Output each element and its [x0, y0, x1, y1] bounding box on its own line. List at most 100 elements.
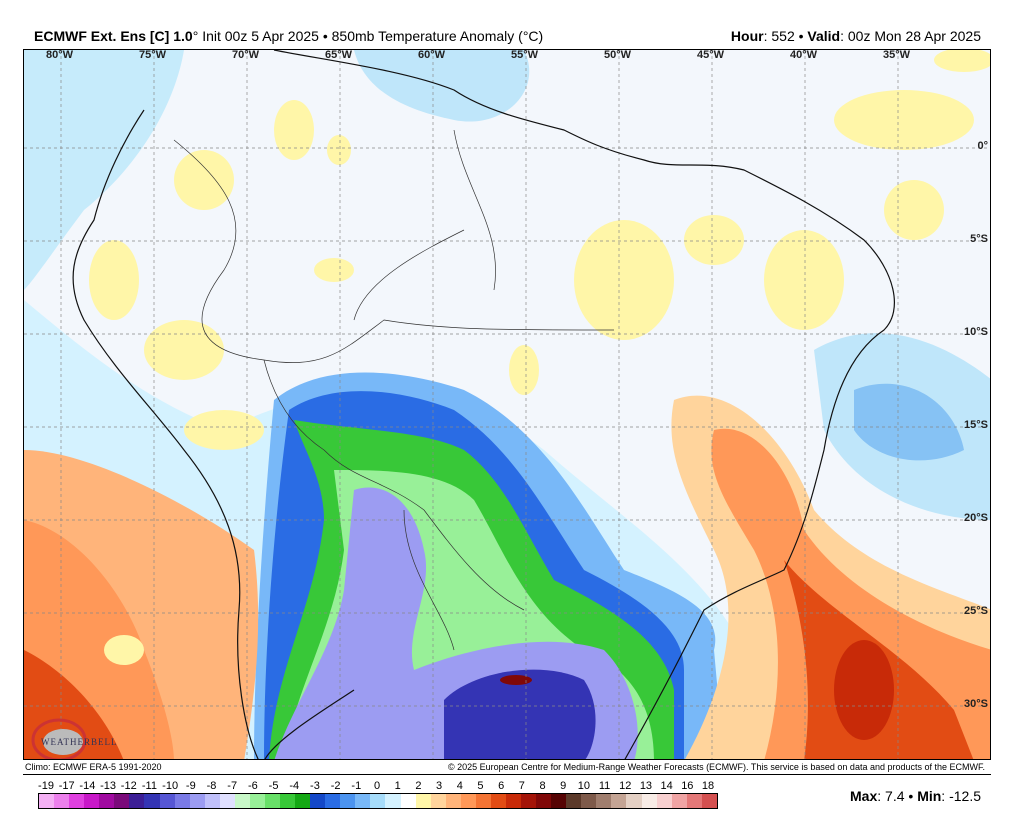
separator: • — [798, 28, 804, 44]
colorbar-label: -7 — [227, 780, 238, 792]
colorbar-swatch — [400, 794, 416, 808]
colorbar-swatch — [701, 794, 717, 808]
svg-text:WEATHERBELL: WEATHERBELL — [41, 737, 118, 747]
colorbar-swatch — [671, 794, 687, 808]
lat-label: 30°S — [964, 698, 988, 710]
colorbar-label: -4 — [289, 780, 300, 792]
colorbar-label: -11 — [141, 780, 157, 792]
colorbar-label: -14 — [79, 780, 96, 792]
colorbar-swatch — [475, 794, 491, 808]
colorbar-label: 14 — [660, 780, 673, 792]
colorbar-swatch — [596, 794, 612, 808]
colorbar-swatch — [445, 794, 461, 808]
valid-label: Valid — [807, 28, 841, 44]
colorbar-swatch — [490, 794, 506, 808]
colorbar-swatch — [460, 794, 476, 808]
colorbar-label: 7 — [518, 780, 525, 792]
colorbar-swatch — [159, 794, 175, 808]
colorbar-swatch — [295, 794, 311, 808]
colorbar-label: 9 — [560, 780, 567, 792]
colorbar-swatch — [521, 794, 537, 808]
colorbar-swatch — [249, 794, 265, 808]
lat-label: 25°S — [964, 605, 988, 617]
separator: • — [322, 28, 328, 44]
valid-time: Hour: 552 • Valid: 00z Mon 28 Apr 2025 — [730, 28, 981, 44]
colorbar-label: 13 — [639, 780, 653, 792]
lat-label: 10°S — [964, 326, 988, 338]
lon-label: 40°W — [790, 49, 818, 61]
lon-label: 60°W — [418, 49, 446, 61]
colorbar-swatch — [536, 794, 552, 808]
colorbar-swatch — [144, 794, 160, 808]
colorbar-swatch — [581, 794, 597, 808]
colorbar-swatch — [174, 794, 190, 808]
anomaly-blue-east — [854, 383, 964, 461]
max-value: 7.4 — [885, 788, 905, 804]
valid-value: 00z Mon 28 Apr 2025 — [847, 28, 981, 44]
colorbar-label: -5 — [268, 780, 279, 792]
map-canvas — [24, 50, 990, 759]
colorbar-swatch — [656, 794, 672, 808]
colorbar-label: -10 — [162, 780, 179, 792]
colorbar-label: -13 — [100, 780, 117, 792]
anomaly-red-east-core — [834, 640, 894, 740]
min-value: -12.5 — [949, 788, 981, 804]
colorbar-label: 0 — [373, 780, 381, 792]
colorbar-swatch — [129, 794, 145, 808]
lat-label: 20°S — [964, 512, 988, 524]
anomaly-core — [500, 675, 532, 685]
logo-swirl-icon: WEATHERBELL — [31, 718, 118, 759]
anomaly-map: WEATHERBELL — [23, 49, 991, 760]
colorbar-label: 4 — [456, 780, 463, 792]
colorbar — [38, 793, 718, 809]
colorbar-label: 1 — [394, 780, 401, 792]
colorbar-label: -9 — [185, 780, 196, 792]
colorbar-swatch — [264, 794, 280, 808]
colorbar-label: -12 — [120, 780, 137, 792]
colorbar-swatch — [280, 794, 296, 808]
copyright-text: © 2025 European Centre for Medium-Range … — [447, 762, 985, 772]
lon-label: 50°W — [604, 49, 632, 61]
colorbar-label: 8 — [539, 780, 546, 792]
lat-label: 0° — [977, 140, 988, 152]
init-time: Init 00z 5 Apr 2025 — [202, 28, 319, 44]
colorbar-swatch — [219, 794, 235, 808]
hour-label: Hour — [730, 28, 764, 44]
field-name: 850mb Temperature Anomaly (°C) — [331, 28, 544, 44]
colorbar-swatch — [99, 794, 115, 808]
colorbar-swatch — [686, 794, 702, 808]
colorbar-swatch — [54, 794, 70, 808]
colorbar-swatch — [415, 794, 431, 808]
lon-label: 65°W — [325, 49, 353, 61]
colorbar-swatch — [189, 794, 205, 808]
model-name: ECMWF Ext. Ens [C] 1.0 — [34, 28, 193, 44]
degree: ° — [192, 28, 199, 44]
colorbar-swatch — [69, 794, 85, 808]
max-min-stats: Max: 7.4 • Min: -12.5 — [850, 788, 981, 804]
anomaly-yellow-patches — [89, 50, 990, 450]
colorbar-swatch — [84, 794, 100, 808]
colorbar-swatch — [505, 794, 521, 808]
lon-label: 55°W — [511, 49, 539, 61]
colorbar-labels: -19 -17 -14 -13 -12 -11 -10 -9 -8 -7 -6 -5 -4 -3 -2 -1 0… — [38, 780, 716, 792]
colorbar-swatch — [114, 794, 130, 808]
colorbar-swatch — [234, 794, 250, 808]
colorbar-label: 16 — [681, 780, 694, 792]
anomaly-red-west — [24, 650, 124, 759]
colorbar-swatch — [626, 794, 642, 808]
colorbar-swatch — [39, 794, 55, 808]
lon-label: 70°W — [232, 49, 260, 61]
map-title: ECMWF Ext. Ens [C] 1.0° Init 00z 5 Apr 2… — [34, 28, 543, 44]
lon-label: 45°W — [697, 49, 725, 61]
colorbar-swatch — [611, 794, 627, 808]
colorbar-label: -1 — [351, 780, 362, 792]
colorbar-label: -8 — [206, 780, 217, 792]
colorbar-swatch — [355, 794, 371, 808]
colorbar-label: -3 — [310, 780, 320, 792]
anomaly-yellow-west — [104, 635, 144, 665]
anomaly-dark-purple — [444, 669, 596, 759]
min-label: Min — [917, 788, 942, 804]
colorbar-swatch — [566, 794, 582, 808]
colorbar-label: 2 — [415, 780, 422, 792]
colorbar-label: 5 — [477, 780, 484, 792]
